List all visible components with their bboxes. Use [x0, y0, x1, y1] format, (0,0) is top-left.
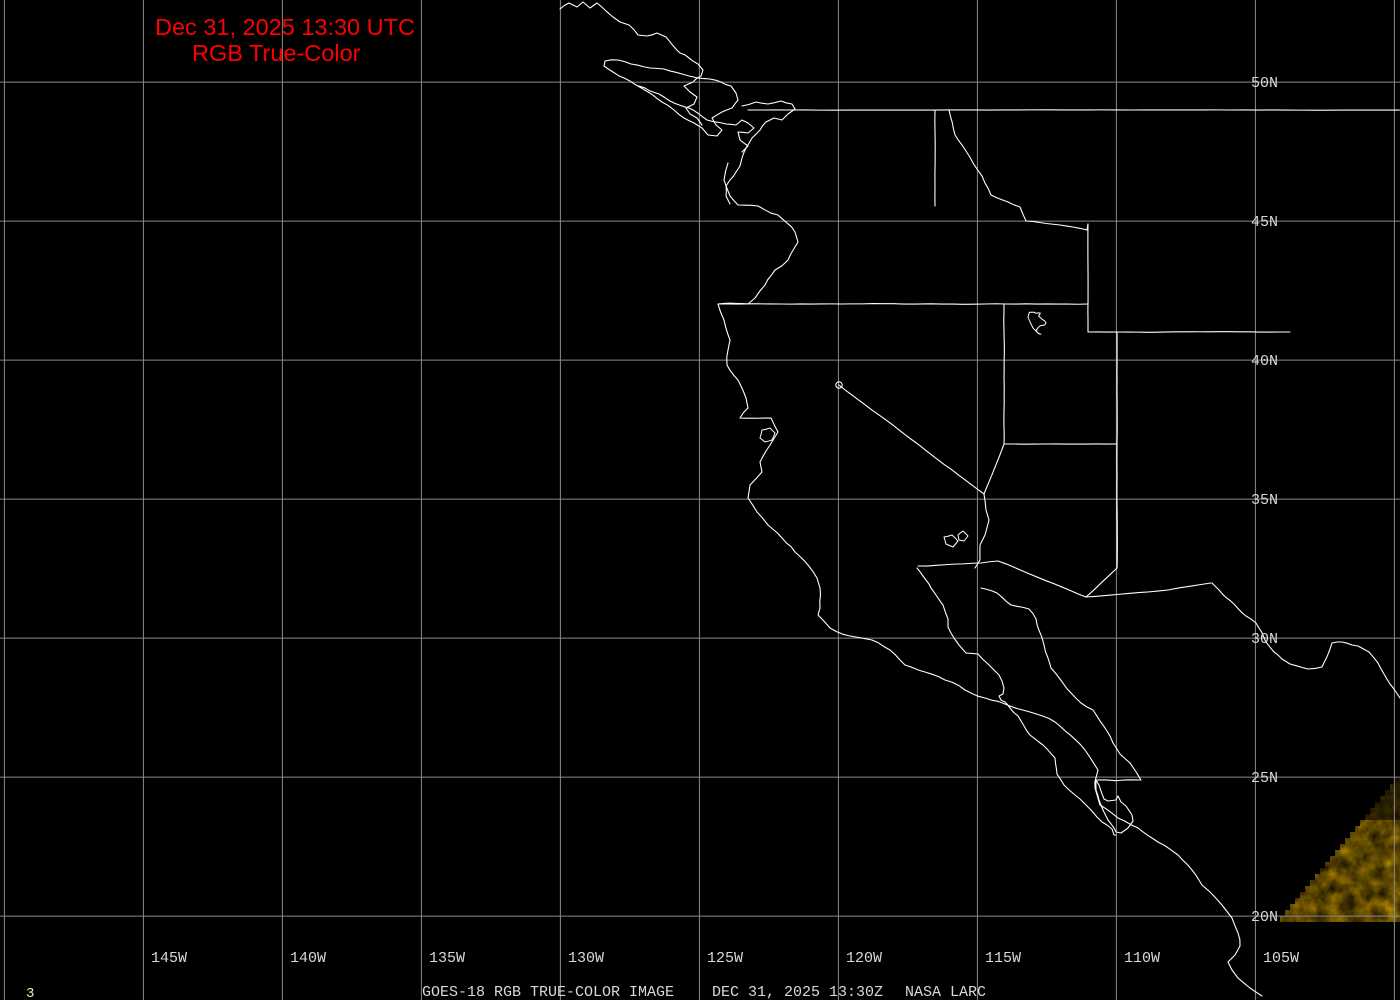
svg-text:135W: 135W	[429, 950, 465, 967]
svg-text:35N: 35N	[1251, 492, 1278, 509]
svg-text:RGB True-Color: RGB True-Color	[192, 40, 361, 66]
svg-text:NASA LARC: NASA LARC	[905, 984, 986, 1000]
svg-text:45N: 45N	[1251, 214, 1278, 231]
svg-text:3: 3	[26, 986, 34, 1000]
svg-text:110W: 110W	[1124, 950, 1160, 967]
svg-text:140W: 140W	[290, 950, 326, 967]
svg-text:130W: 130W	[568, 950, 604, 967]
svg-text:120W: 120W	[846, 950, 882, 967]
svg-text:50N: 50N	[1251, 75, 1278, 92]
svg-text:DEC 31, 2025 13:30Z: DEC 31, 2025 13:30Z	[712, 984, 883, 1000]
svg-text:20N: 20N	[1251, 909, 1278, 926]
svg-text:GOES-18 RGB TRUE-COLOR IMAGE: GOES-18 RGB TRUE-COLOR IMAGE	[422, 984, 674, 1000]
svg-text:25N: 25N	[1251, 770, 1278, 787]
svg-text:115W: 115W	[985, 950, 1021, 967]
svg-text:125W: 125W	[707, 950, 743, 967]
svg-text:40N: 40N	[1251, 353, 1278, 370]
svg-text:30N: 30N	[1251, 631, 1278, 648]
svg-text:Dec 31, 2025 13:30 UTC: Dec 31, 2025 13:30 UTC	[155, 14, 415, 40]
svg-text:145W: 145W	[151, 950, 187, 967]
svg-text:105W: 105W	[1263, 950, 1299, 967]
